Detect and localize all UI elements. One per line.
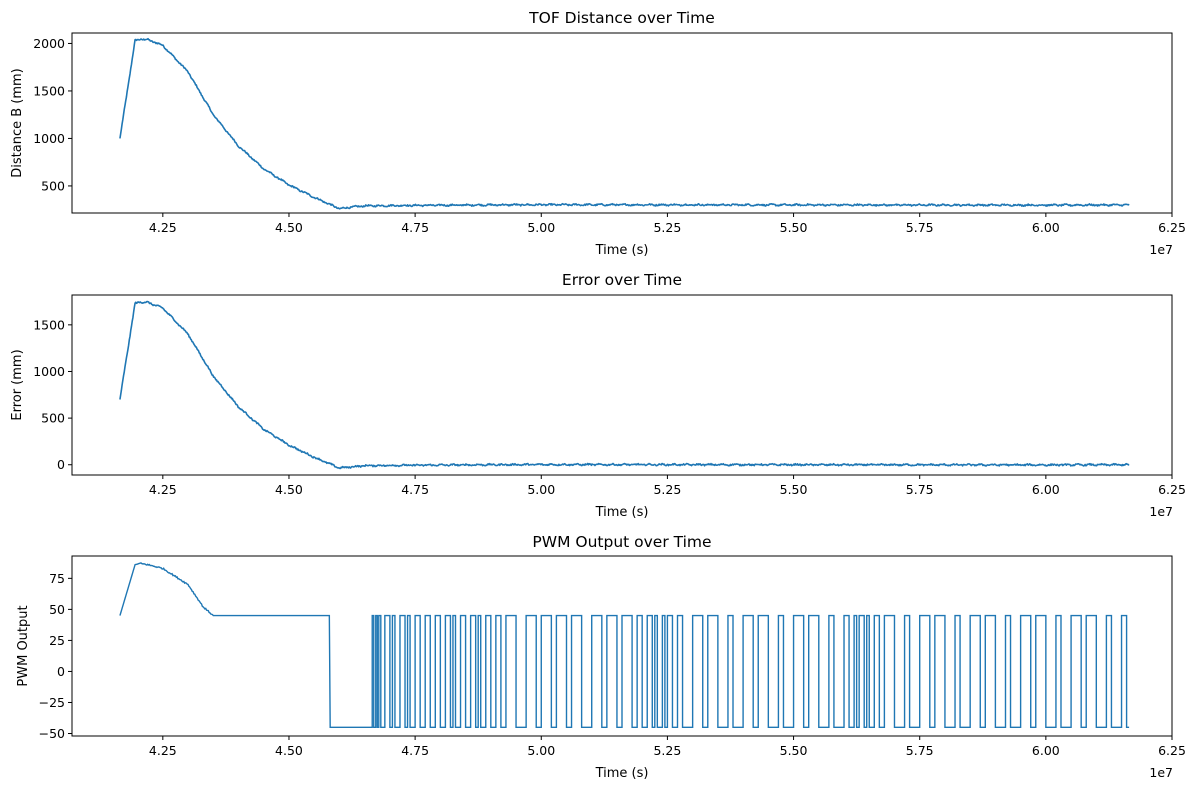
subplot-pwm-output: PWM Output over Time PWM Output Time (s)…	[16, 533, 1186, 781]
series-line-error	[119, 300, 1130, 470]
subplot-error: Error over Time Error (mm) Time (s) 1e7 …	[10, 271, 1186, 520]
y-tick-label: 2000	[33, 36, 65, 51]
x-tick-label: 4.25	[149, 220, 177, 235]
x-tick-label: 6.00	[1032, 220, 1060, 235]
axis-ticks: 4.25 4.50 4.75 5.00 5.25 5.50 5.75 6.00 6.25 500 1…	[33, 36, 1186, 235]
x-axis-label: Time (s)	[595, 243, 649, 258]
x-tick-label: 6.25	[1158, 482, 1186, 497]
y-axis-label: Error (mm)	[10, 349, 25, 420]
x-tick-label: 4.50	[275, 482, 303, 497]
y-tick-label: −50	[39, 726, 65, 741]
x-tick-label: 5.25	[653, 482, 681, 497]
axis-ticks: 4.25 4.50 4.75 5.00 5.25 5.50 5.75 6.00 6.25 −50 −…	[39, 571, 1186, 758]
y-tick-label: 1000	[33, 131, 65, 146]
plot-frame	[71, 32, 1173, 214]
x-tick-label: 6.00	[1032, 482, 1060, 497]
x-tick-label: 5.50	[780, 482, 808, 497]
x-tick-label: 4.25	[149, 482, 177, 497]
chart-title: TOF Distance over Time	[528, 9, 715, 27]
axis-ticks: 4.25 4.50 4.75 5.00 5.25 5.50 5.75 6.00 6.25 0 500…	[33, 317, 1186, 497]
y-axis-label: Distance B (mm)	[10, 68, 25, 178]
x-tick-label: 5.75	[906, 743, 934, 758]
x-tick-label: 5.25	[653, 743, 681, 758]
y-tick-label: −25	[39, 695, 65, 710]
x-tick-label: 6.00	[1032, 743, 1060, 758]
x-axis-label: Time (s)	[595, 505, 649, 520]
series-line-pwm	[119, 562, 1130, 729]
x-tick-label: 5.00	[527, 482, 555, 497]
y-tick-label: 1000	[33, 364, 65, 379]
x-tick-label: 5.75	[906, 220, 934, 235]
x-tick-label: 6.25	[1158, 743, 1186, 758]
x-tick-label: 5.25	[653, 220, 681, 235]
y-axis-label: PWM Output	[16, 605, 31, 686]
y-tick-label: 500	[41, 178, 65, 193]
chart-title: PWM Output over Time	[532, 533, 711, 551]
x-tick-label: 5.00	[527, 220, 555, 235]
y-tick-label: 1500	[33, 83, 65, 98]
plot-frame	[71, 555, 1173, 737]
x-tick-label: 4.75	[401, 220, 429, 235]
x-tick-label: 5.00	[527, 743, 555, 758]
x-axis-offset-label: 1e7	[1149, 765, 1173, 780]
x-axis-offset-label: 1e7	[1149, 242, 1173, 257]
plot-frame	[71, 294, 1173, 476]
x-tick-label: 5.75	[906, 482, 934, 497]
x-tick-label: 4.25	[149, 743, 177, 758]
y-tick-label: 1500	[33, 317, 65, 332]
x-tick-label: 4.50	[275, 743, 303, 758]
y-tick-label: 0	[57, 664, 65, 679]
x-tick-label: 5.50	[780, 220, 808, 235]
subplot-tof-distance: TOF Distance over Time Distance B (mm) T…	[10, 9, 1186, 258]
x-tick-label: 4.50	[275, 220, 303, 235]
x-axis-offset-label: 1e7	[1149, 504, 1173, 519]
y-tick-label: 500	[41, 411, 65, 426]
x-axis-label: Time (s)	[595, 766, 649, 781]
chart-title: Error over Time	[562, 271, 682, 289]
x-tick-label: 4.75	[401, 482, 429, 497]
series-line-distance	[119, 37, 1130, 210]
x-tick-label: 5.50	[780, 743, 808, 758]
x-tick-label: 4.75	[401, 743, 429, 758]
y-tick-label: 75	[49, 571, 65, 586]
y-tick-label: 25	[49, 633, 65, 648]
x-tick-label: 6.25	[1158, 220, 1186, 235]
y-tick-label: 0	[57, 457, 65, 472]
y-tick-label: 50	[49, 602, 65, 617]
